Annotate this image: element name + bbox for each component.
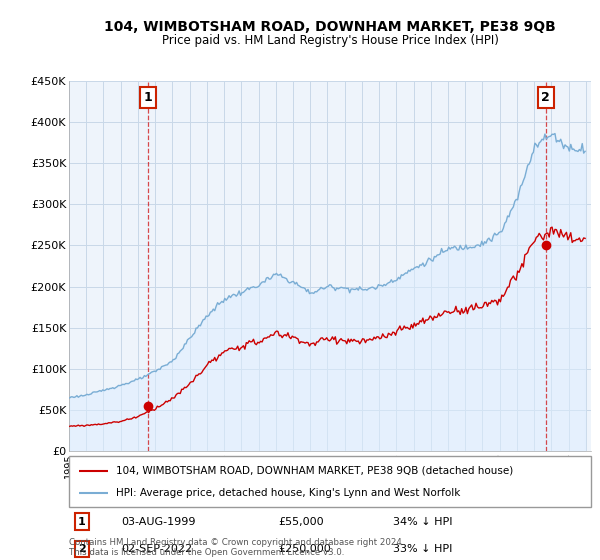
Text: HPI: Average price, detached house, King's Lynn and West Norfolk: HPI: Average price, detached house, King… xyxy=(116,488,460,498)
Text: £55,000: £55,000 xyxy=(278,516,323,526)
Text: 104, WIMBOTSHAM ROAD, DOWNHAM MARKET, PE38 9QB: 104, WIMBOTSHAM ROAD, DOWNHAM MARKET, PE… xyxy=(104,20,556,34)
Text: 104, WIMBOTSHAM ROAD, DOWNHAM MARKET, PE38 9QB (detached house): 104, WIMBOTSHAM ROAD, DOWNHAM MARKET, PE… xyxy=(116,465,513,475)
Text: 02-SEP-2022: 02-SEP-2022 xyxy=(121,544,193,554)
FancyBboxPatch shape xyxy=(69,456,591,507)
Text: 34% ↓ HPI: 34% ↓ HPI xyxy=(392,516,452,526)
Text: 03-AUG-1999: 03-AUG-1999 xyxy=(121,516,196,526)
Text: 33% ↓ HPI: 33% ↓ HPI xyxy=(392,544,452,554)
Text: £250,000: £250,000 xyxy=(278,544,331,554)
Text: 2: 2 xyxy=(78,544,86,554)
Text: 2: 2 xyxy=(541,91,550,104)
Text: Price paid vs. HM Land Registry's House Price Index (HPI): Price paid vs. HM Land Registry's House … xyxy=(161,34,499,46)
Text: 1: 1 xyxy=(78,516,86,526)
Text: Contains HM Land Registry data © Crown copyright and database right 2024.
This d: Contains HM Land Registry data © Crown c… xyxy=(69,538,404,557)
Text: 1: 1 xyxy=(143,91,152,104)
